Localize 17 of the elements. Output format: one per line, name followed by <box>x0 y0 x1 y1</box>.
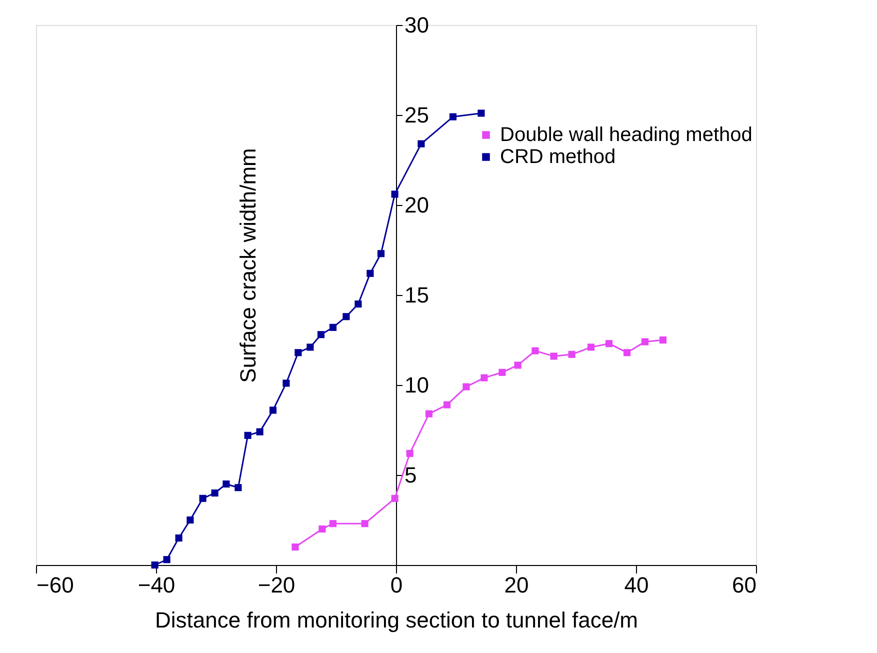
x-tick-label: −60 <box>36 572 74 598</box>
x-tick-label: 40 <box>624 572 649 598</box>
x-tick-label: 0 <box>390 572 403 598</box>
y-tick-label: 15 <box>404 282 429 308</box>
x-axis-title: Distance from monitoring section to tunnel face/m <box>154 608 638 632</box>
x-tick-label: −20 <box>258 572 296 598</box>
y-tick-label: 10 <box>404 372 429 398</box>
y-tick-label: 30 <box>404 12 429 38</box>
y-tick-label: 20 <box>404 192 429 218</box>
legend-label: CRD method <box>500 146 616 168</box>
y-tick-label: 5 <box>404 462 417 488</box>
x-tick-label: 60 <box>732 572 756 598</box>
y-axis-title: Surface crack width/mm <box>236 148 260 383</box>
legend-label: Double wall heading method <box>500 124 752 146</box>
x-tick-label: −40 <box>138 572 176 598</box>
y-tick-label: 25 <box>404 102 429 128</box>
x-tick-label: 20 <box>504 572 529 598</box>
